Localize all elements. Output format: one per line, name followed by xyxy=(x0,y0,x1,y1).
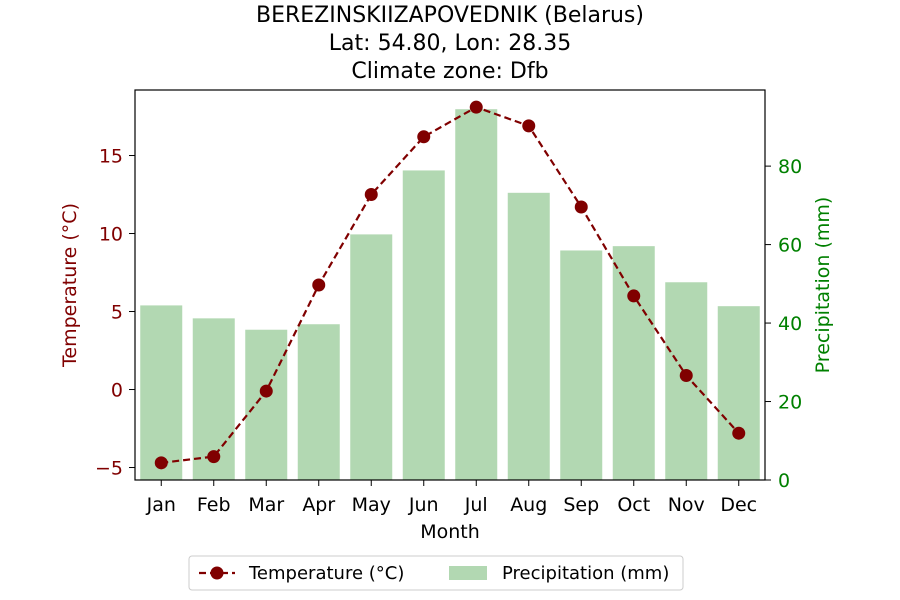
chart-title: BEREZINSKIIZAPOVEDNIK (Belarus) Lat: 54.8… xyxy=(256,3,644,84)
y-axis-left: −5 0 5 10 15 xyxy=(95,146,135,480)
y-left-tick-label: 15 xyxy=(99,146,123,168)
x-tick-label: Dec xyxy=(720,494,757,516)
x-tick-label: Mar xyxy=(248,494,284,516)
legend-temperature-marker xyxy=(210,566,224,580)
temperature-point xyxy=(732,426,746,440)
y-right-tick-label: 40 xyxy=(778,313,802,335)
x-axis-label: Month xyxy=(420,521,480,543)
x-axis: Jan Feb Mar Apr May Jun Jul Aug Sep Oct Nov Dec xyxy=(146,480,757,516)
precipitation-bar xyxy=(560,250,603,480)
y-axis-right-label: Precipitation (mm) xyxy=(812,197,834,374)
precipitation-bar xyxy=(612,246,655,480)
x-tick-label: Apr xyxy=(302,494,335,516)
y-left-tick-label: 0 xyxy=(111,380,123,402)
legend: Temperature (°C) Precipitation (mm) xyxy=(188,555,684,591)
temperature-point xyxy=(522,119,536,133)
temperature-point xyxy=(259,384,273,398)
precipitation-bar xyxy=(140,305,183,480)
x-tick-label: Nov xyxy=(668,494,705,516)
y-left-tick-label: 10 xyxy=(99,224,123,246)
precipitation-bar xyxy=(717,306,760,480)
temperature-point xyxy=(469,100,483,114)
chart-title-line: Climate zone: Dfb xyxy=(351,59,548,84)
y-left-tick-label: 5 xyxy=(111,302,123,324)
temperature-point xyxy=(574,200,588,214)
precipitation-bar xyxy=(245,329,288,480)
x-tick-label: Oct xyxy=(617,494,650,516)
temperature-series-line xyxy=(161,105,740,464)
precipitation-bar xyxy=(350,234,393,480)
plot-area-frame xyxy=(134,89,766,481)
precipitation-bar xyxy=(455,109,498,481)
temperature-line xyxy=(154,100,746,470)
legend-temperature-label: Temperature (°C) xyxy=(248,563,404,584)
chart-title-line: Lat: 54.80, Lon: 28.35 xyxy=(329,31,571,56)
x-tick-label: Jun xyxy=(408,494,439,516)
y-right-tick-label: 0 xyxy=(778,470,790,492)
legend-box xyxy=(188,555,684,591)
temperature-point xyxy=(364,188,378,202)
temperature-point xyxy=(154,456,168,470)
x-tick-label: May xyxy=(352,494,391,516)
temperature-point xyxy=(312,278,326,292)
y-axis-right: 0 20 40 60 80 xyxy=(765,156,802,492)
temperature-point xyxy=(679,368,693,382)
y-axis-left-label: Temperature (°C) xyxy=(59,203,81,368)
legend-precipitation-patch xyxy=(449,566,487,580)
precipitation-bars xyxy=(140,109,760,481)
y-right-tick-label: 60 xyxy=(778,235,802,257)
temperature-point xyxy=(207,450,221,464)
y-right-tick-label: 20 xyxy=(778,392,802,414)
precipitation-bar xyxy=(402,170,445,480)
x-tick-label: Jan xyxy=(146,494,176,516)
chart-title-line: BEREZINSKIIZAPOVEDNIK (Belarus) xyxy=(256,3,644,28)
y-left-tick-label: −5 xyxy=(95,458,123,480)
precipitation-bar xyxy=(297,324,340,480)
temperature-point xyxy=(627,289,641,303)
x-tick-label: Feb xyxy=(197,494,231,516)
y-right-tick-label: 80 xyxy=(778,156,802,178)
temperature-point xyxy=(417,130,431,144)
x-tick-label: Sep xyxy=(563,494,599,516)
x-tick-label: Jul xyxy=(464,494,488,516)
x-tick-label: Aug xyxy=(510,494,547,516)
legend-precipitation-label: Precipitation (mm) xyxy=(502,563,669,584)
precipitation-bar xyxy=(507,192,550,480)
